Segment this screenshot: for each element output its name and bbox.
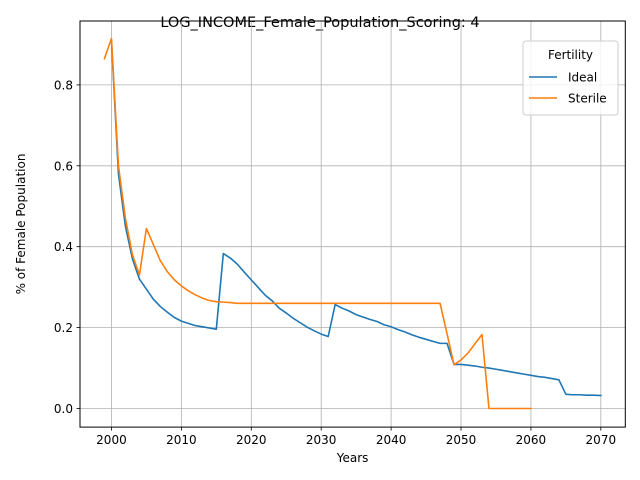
series-lines — [103, 37, 602, 410]
x-tick-label: 2010 — [166, 433, 197, 447]
x-axis-title: Years — [336, 451, 369, 465]
legend-label-ideal: Ideal — [568, 71, 597, 85]
x-tick-label: 2030 — [306, 433, 337, 447]
plot-area-frame — [79, 20, 626, 428]
series-line-ideal — [110, 39, 602, 397]
y-tick-label: 0.4 — [54, 240, 73, 254]
y-tick-label: 0.6 — [54, 159, 73, 173]
axis-ticks: 2000 2010 2020 2030 2040 2050 2060 2070 0.0 0.2 0.… — [54, 78, 616, 447]
x-tick-label: 2070 — [586, 433, 617, 447]
chart-title: LOG_INCOME_Female_Population_Scoring: 4 — [160, 15, 479, 31]
series-line-sterile — [103, 37, 532, 410]
y-tick-label: 0.8 — [54, 78, 73, 92]
legend-title: Fertility — [548, 48, 593, 62]
legend-label-sterile: Sterile — [568, 92, 607, 106]
x-tick-label: 2020 — [236, 433, 267, 447]
x-tick-label: 2000 — [96, 433, 127, 447]
legend-box — [522, 40, 619, 116]
y-tick-label: 0.2 — [54, 321, 73, 335]
y-tick-label: 0.0 — [54, 402, 73, 416]
x-tick-label: 2060 — [516, 433, 547, 447]
y-axis-title: % of Female Population — [14, 154, 28, 295]
legend: Fertility Ideal Sterile — [522, 40, 619, 116]
x-tick-label: 2050 — [446, 433, 477, 447]
x-tick-label: 2040 — [376, 433, 407, 447]
